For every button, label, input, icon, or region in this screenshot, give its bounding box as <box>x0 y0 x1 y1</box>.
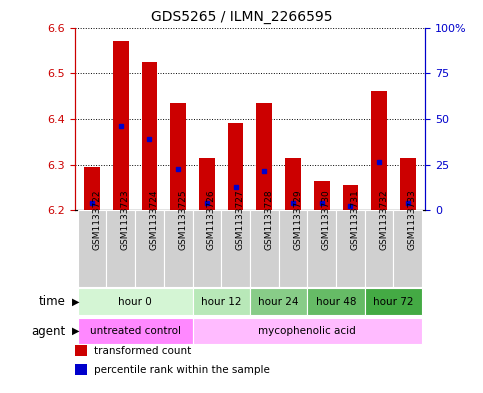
Bar <box>193 318 422 344</box>
Bar <box>314 180 329 210</box>
Bar <box>221 210 250 287</box>
Bar <box>199 158 215 210</box>
Text: GSM1133733: GSM1133733 <box>408 189 417 250</box>
Text: GSM1133728: GSM1133728 <box>264 189 273 250</box>
Text: ▶: ▶ <box>72 326 80 336</box>
Text: GSM1133724: GSM1133724 <box>150 189 158 250</box>
Bar <box>285 158 301 210</box>
Bar <box>142 62 157 210</box>
Text: hour 12: hour 12 <box>201 297 242 307</box>
Bar <box>256 103 272 210</box>
Bar <box>164 210 193 287</box>
Bar <box>75 345 87 356</box>
Bar <box>279 210 307 287</box>
Text: GSM1133729: GSM1133729 <box>293 189 302 250</box>
Bar <box>170 103 186 210</box>
Bar <box>250 288 307 315</box>
Bar <box>78 210 106 287</box>
Text: mycophenolic acid: mycophenolic acid <box>258 326 356 336</box>
Bar <box>365 288 422 315</box>
Bar <box>84 167 100 210</box>
Text: GSM1133725: GSM1133725 <box>178 189 187 250</box>
Bar <box>78 288 193 315</box>
Text: hour 24: hour 24 <box>258 297 299 307</box>
Text: GSM1133726: GSM1133726 <box>207 189 216 250</box>
Bar <box>342 185 358 210</box>
Text: untreated control: untreated control <box>90 326 181 336</box>
Bar <box>250 210 279 287</box>
Text: GSM1133722: GSM1133722 <box>92 189 101 250</box>
Text: ▶: ▶ <box>72 297 80 307</box>
Text: GSM1133732: GSM1133732 <box>379 189 388 250</box>
Bar <box>106 210 135 287</box>
Text: hour 0: hour 0 <box>118 297 152 307</box>
Bar <box>193 288 250 315</box>
Bar <box>78 318 193 344</box>
Bar <box>307 288 365 315</box>
Bar <box>336 210 365 287</box>
Text: GSM1133723: GSM1133723 <box>121 189 130 250</box>
Bar <box>113 41 128 210</box>
Bar <box>227 123 243 210</box>
Bar <box>135 210 164 287</box>
Text: GDS5265 / ILMN_2266595: GDS5265 / ILMN_2266595 <box>151 10 332 24</box>
Text: hour 48: hour 48 <box>316 297 356 307</box>
Text: GSM1133727: GSM1133727 <box>236 189 244 250</box>
Text: hour 72: hour 72 <box>373 297 414 307</box>
Text: time: time <box>38 295 65 308</box>
Text: GSM1133731: GSM1133731 <box>350 189 359 250</box>
Bar <box>400 158 416 210</box>
Text: GSM1133730: GSM1133730 <box>322 189 331 250</box>
Bar <box>394 210 422 287</box>
Text: percentile rank within the sample: percentile rank within the sample <box>94 365 270 375</box>
Bar <box>193 210 221 287</box>
Bar <box>365 210 394 287</box>
Text: transformed count: transformed count <box>94 345 191 356</box>
Bar <box>75 364 87 375</box>
Text: agent: agent <box>31 325 65 338</box>
Bar <box>371 92 387 210</box>
Bar <box>307 210 336 287</box>
